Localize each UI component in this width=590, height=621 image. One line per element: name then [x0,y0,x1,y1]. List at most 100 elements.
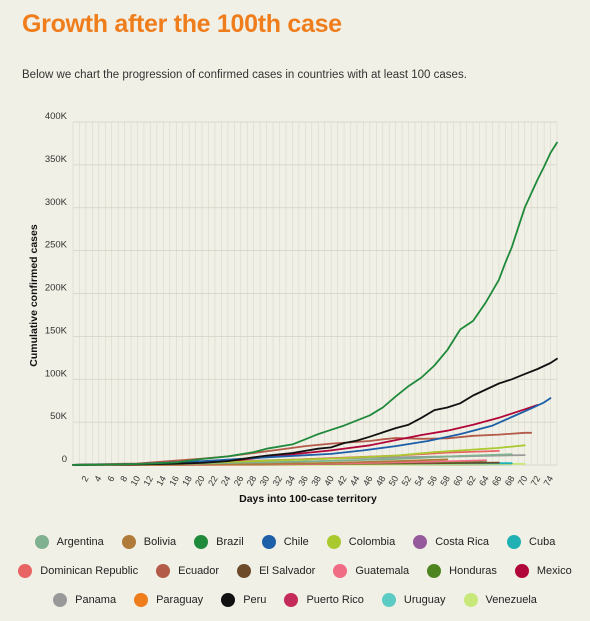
x-tick-label: 28 [245,474,259,488]
legend-swatch [333,563,348,578]
legend-row: Dominican Republic Ecuador El Salvador Guat… [0,556,590,585]
legend-swatch [221,592,236,607]
legend-item-ecuador[interactable]: Ecuador [156,563,219,578]
legend-item-bolivia[interactable]: Bolivia [121,534,177,549]
legend-item-panama[interactable]: Panama [53,592,116,607]
x-tick-label: 2 [79,474,90,483]
legend-swatch [121,534,136,549]
legend-label: Argentina [56,535,104,548]
legend-swatch [284,592,299,607]
legend-label: Venezuela [485,593,537,606]
legend-item-puerto-rico[interactable]: Puerto Rico [284,592,364,607]
legend-label: Bolivia [143,535,177,548]
legend-item-honduras[interactable]: Honduras [427,563,497,578]
x-tick-label: 44 [348,474,362,488]
legend-item-dominican-republic[interactable]: Dominican Republic [18,563,139,578]
x-tick-label: 40 [322,474,336,488]
series-line-brazil [72,141,558,466]
legend-item-cuba[interactable]: Cuba [507,534,556,549]
y-tick-label: 200K [45,283,68,294]
legend-item-venezuela[interactable]: Venezuela [463,592,537,607]
y-tick-label: 300K [45,197,68,208]
legend-item-brazil[interactable]: Brazil [194,534,244,549]
legend-label: Paraguay [156,593,204,606]
x-tick-label: 70 [516,474,530,488]
x-tick-label: 54 [413,474,427,488]
x-tick-label: 66 [490,474,504,488]
x-tick-label: 72 [529,474,543,488]
y-tick-label: 0 [62,454,67,465]
legend-item-colombia[interactable]: Colombia [326,534,396,549]
legend-swatch [381,592,396,607]
x-tick-label: 48 [374,474,388,488]
legend-row: Argentina Bolivia Brazil Chile Colombia Costa… [0,527,590,556]
legend-label: Dominican Republic [40,564,139,577]
legend-item-el-salvador[interactable]: El Salvador [237,563,316,578]
x-tick-label: 38 [309,474,323,488]
x-axis-title: Days into 100-case territory [239,493,377,505]
x-tick-label: 68 [503,474,517,488]
x-tick-label: 62 [464,474,478,488]
x-tick-label: 20 [193,474,207,488]
x-tick-label: 30 [258,474,272,488]
legend-item-mexico[interactable]: Mexico [514,563,572,578]
legend-label: El Salvador [259,564,316,577]
x-tick-label: 46 [361,474,375,488]
x-tick-label: 58 [438,474,452,488]
legend-swatch [237,563,252,578]
legend-label: Cuba [529,535,556,548]
legend-swatch [427,563,442,578]
x-tick-label: 60 [451,474,465,488]
x-tick-label: 32 [271,474,285,488]
y-tick-label: 100K [45,368,68,379]
legend-label: Peru [243,593,267,606]
legend-swatch [53,592,68,607]
x-tick-label: 18 [180,474,194,488]
legend-label: Costa Rica [435,535,490,548]
legend-swatch [326,534,341,549]
y-tick-label: 150K [45,325,68,336]
legend-swatch [261,534,276,549]
legend-label: Mexico [536,564,572,577]
legend-label: Guatemala [355,564,410,577]
series-line-peru [72,357,558,466]
x-tick-label: 74 [542,474,556,488]
x-tick-label: 64 [477,474,491,488]
legend-swatch [507,534,522,549]
y-tick-label: 250K [45,240,68,251]
page-title: Growth after the 100th case [22,10,342,38]
x-tick-label: 36 [296,474,310,488]
x-tick-label: 10 [129,474,143,488]
legend-swatch [463,592,478,607]
x-tick-label: 56 [425,474,439,488]
legend-swatch [18,563,33,578]
legend-item-guatemala[interactable]: Guatemala [333,563,410,578]
legend-label: Colombia [348,535,396,548]
legend-swatch [514,563,529,578]
y-axis-title: Cumulative confirmed cases [28,224,40,367]
legend-item-paraguay[interactable]: Paraguay [134,592,204,607]
legend-item-peru[interactable]: Peru [221,592,267,607]
legend-label: Uruguay [403,593,446,606]
page-subtitle: Below we chart the progression of confir… [22,69,467,81]
legend-item-uruguay[interactable]: Uruguay [381,592,446,607]
legend-label: Honduras [449,564,497,577]
series-line-chile [72,397,552,466]
legend-label: Puerto Rico [306,593,364,606]
legend-label: Chile [283,535,309,548]
x-tick-label: 12 [142,474,156,488]
x-tick-label: 24 [219,474,233,488]
chart-legend: Argentina Bolivia Brazil Chile Colombia Costa… [0,527,590,614]
legend-item-chile[interactable]: Chile [261,534,309,549]
x-tick-label: 26 [232,474,246,488]
legend-item-costa-rica[interactable]: Costa Rica [413,534,490,549]
x-tick-label: 14 [154,474,168,488]
legend-swatch [34,534,49,549]
x-tick-label: 42 [335,474,349,488]
x-tick-label: 8 [118,474,129,483]
x-tick-label: 4 [92,474,103,483]
x-tick-label: 50 [387,474,401,488]
legend-row: Panama Paraguay Peru Puerto Rico Uruguay Vene… [0,585,590,614]
legend-item-argentina[interactable]: Argentina [34,534,104,549]
legend-swatch [194,534,209,549]
